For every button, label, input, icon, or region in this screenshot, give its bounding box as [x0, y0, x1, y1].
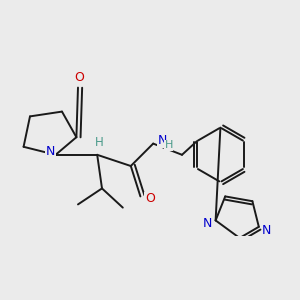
Text: H: H — [94, 136, 103, 149]
Text: O: O — [145, 193, 155, 206]
Text: N: N — [203, 217, 212, 230]
Text: N: N — [262, 224, 272, 236]
Text: N: N — [158, 134, 167, 147]
Text: N: N — [46, 145, 56, 158]
Text: O: O — [75, 71, 85, 85]
Text: H: H — [164, 140, 173, 150]
